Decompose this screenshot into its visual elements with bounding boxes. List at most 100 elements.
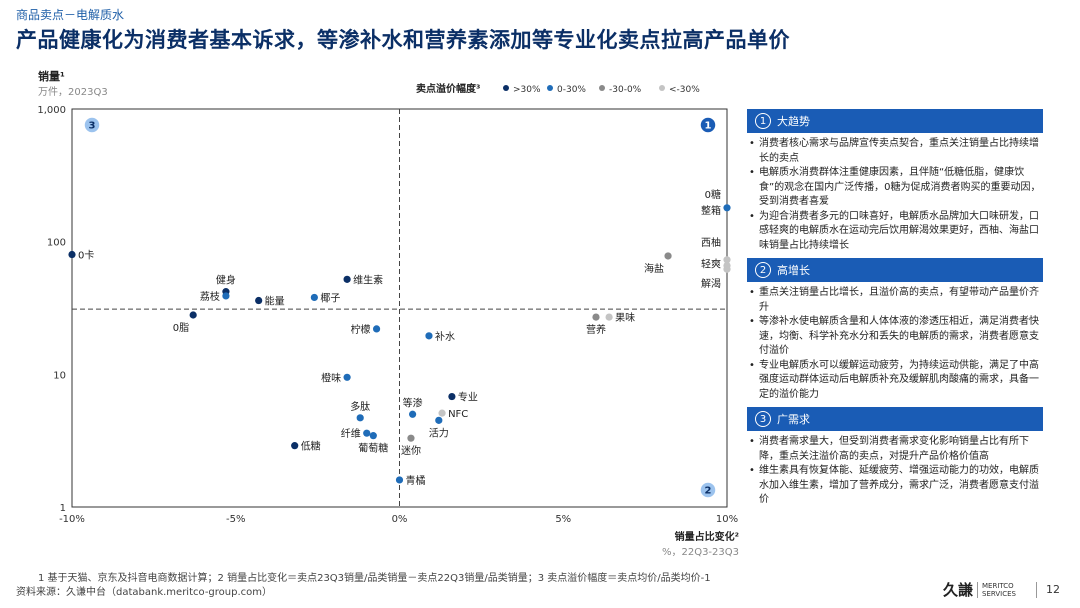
quadrant-badges: 1 2 3 — [83, 116, 717, 499]
panel-high-growth-header: 2 高增长 — [747, 258, 1043, 282]
y-axis-title: 销量¹ — [38, 69, 65, 83]
breadcrumb: 商品卖点－电解质水 — [16, 8, 125, 22]
data-point-label: 维生素 — [353, 273, 383, 286]
legend-title: 卖点溢价幅度³ — [416, 82, 480, 95]
bullet-item: 为迎合消费者多元的口味喜好，电解质水品牌加大口味研发，口感轻爽的电解质水在运动完… — [747, 210, 1043, 254]
logo-english: MERITCO SERVICES — [977, 581, 1016, 598]
legend-marker — [659, 85, 665, 91]
company-logo: 久謙 MERITCO SERVICES — [943, 579, 1016, 600]
data-point-label: 纤维 — [341, 427, 361, 440]
data-point-label: 青橘 — [406, 474, 426, 487]
data-point-label: 果味 — [615, 312, 635, 324]
data-point — [363, 429, 371, 437]
data-point-label: 西柚 — [701, 236, 721, 249]
data-point-label: 营养 — [586, 323, 606, 336]
y-tick-label: 1 — [60, 503, 66, 514]
y-axis-subtitle: 万件，2023Q3 — [38, 86, 108, 98]
data-point — [438, 409, 446, 417]
data-point — [255, 296, 263, 305]
data-point-label: 0糖 — [705, 188, 721, 201]
data-point — [343, 275, 351, 283]
legend-label: 0-30% — [557, 85, 586, 95]
data-point-label: 多肽 — [350, 400, 370, 413]
data-point — [435, 416, 443, 424]
footnote: 1 基于天猫、京东及抖音电商数据计算；2 销量占比变化＝卖点23Q3销量/品类销… — [38, 573, 711, 584]
panel-high-growth: 2 高增长 重点关注销量占比增长，且溢价高的卖点，有望带动产品量价齐升 等渗补水… — [747, 258, 1043, 402]
data-point-label: 迷你 — [401, 444, 421, 457]
data-point — [605, 313, 613, 321]
data-point — [372, 325, 381, 333]
panel-trend: 1 大趋势 消费者核心需求与品牌宣传卖点契合，重点关注销量占比持续增长的卖点 电… — [747, 109, 1043, 253]
data-point-label: 葡萄糖 — [358, 442, 388, 455]
data-point-label: 轻爽 — [701, 258, 721, 271]
data-point-label: 补水 — [435, 330, 455, 343]
data-point — [356, 414, 364, 422]
bullet-item: 维生素具有恢复体能、延缓疲劳、增强运动能力的功效，电解质水加入维生素，增加了营养… — [747, 464, 1043, 508]
data-point-label: 荔枝 — [200, 290, 220, 303]
bullet-item: 等渗补水使电解质含量和人体体液的渗透压相近，满足消费者快速，均衡、科学补充水分和… — [747, 315, 1043, 359]
data-point — [448, 392, 456, 401]
y-tick-label: 10 — [53, 370, 66, 381]
data-point — [68, 250, 76, 259]
panel-bullets: 消费者核心需求与品牌宣传卖点契合，重点关注销量占比持续增长的卖点 电解质水消费群… — [747, 133, 1043, 253]
data-point — [664, 252, 672, 260]
data-point-label: 能量 — [265, 295, 285, 308]
legend-label: -30-0% — [609, 85, 642, 95]
data-point-label: NFC — [448, 409, 468, 420]
data-point — [592, 313, 600, 321]
legend-marker — [599, 85, 605, 91]
panel-title: 大趋势 — [777, 115, 810, 128]
data-point — [343, 373, 351, 381]
data-point — [310, 293, 318, 302]
bullet-item: 消费者需求量大，但受到消费者需求变化影响销量占比有所下降，重点关注溢价高的卖点，… — [747, 435, 1043, 464]
data-point — [723, 256, 731, 264]
quadrant-badge-label: 2 — [705, 486, 712, 497]
data-point — [395, 476, 404, 484]
x-tick-label: -5% — [226, 514, 245, 525]
bullet-item: 重点关注销量占比增长，且溢价高的卖点，有望带动产品量价齐升 — [747, 286, 1043, 315]
panel-number-badge: 1 — [755, 113, 771, 129]
data-point-label: 等渗 — [403, 396, 423, 409]
quadrant-badge-label: 1 — [705, 121, 712, 132]
x-tick-label: 10% — [716, 514, 738, 525]
data-point-label: 椰子 — [320, 291, 340, 304]
x-axis-subtitle: %，22Q3-23Q3 — [662, 547, 739, 558]
quadrant-badge — [699, 481, 717, 499]
quadrant-badge — [83, 116, 101, 134]
page-title: 产品健康化为消费者基本诉求，等渗补水和营养素添加等专业化卖点拉高产品单价 — [16, 28, 790, 52]
y-ticks: 1 10 100 1,000 — [37, 105, 66, 514]
bullet-item: 消费者核心需求与品牌宣传卖点契合，重点关注销量占比持续增长的卖点 — [747, 137, 1043, 166]
data-point — [291, 442, 299, 450]
data-point-label: 低糖 — [301, 440, 321, 453]
data-point-label: 橙味 — [321, 371, 341, 384]
quadrant-badge — [699, 116, 717, 134]
scatter-chart: 销量¹ 万件，2023Q3 卖点溢价幅度³ >30% 0-30% -30-0% <-3… — [37, 69, 739, 558]
legend-marker — [503, 85, 509, 91]
data-point — [407, 434, 415, 442]
bullet-item: 电解质水消费群体注重健康因素，且伴随“低糖低脂，健康饮食”的观念在国内广泛传播，… — [747, 166, 1043, 210]
data-point-label: 海盐 — [644, 262, 664, 275]
panel-title: 广需求 — [777, 413, 810, 426]
panel-broad-demand-header: 3 广需求 — [747, 407, 1043, 431]
panel-title: 高增长 — [777, 264, 810, 277]
bullet-item: 专业电解质水可以缓解运动疲劳，为持续运动供能，满足了中高强度运动群体运动后电解质… — [747, 359, 1043, 403]
panel-broad-demand: 3 广需求 消费者需求量大，但受到消费者需求变化影响销量占比有所下降，重点关注溢… — [747, 407, 1043, 508]
data-point — [369, 432, 377, 440]
data-point-label: 健身 — [216, 274, 236, 287]
y-tick-label: 100 — [47, 238, 66, 249]
data-point-label: 整箱 — [701, 204, 721, 217]
panel-number-badge: 3 — [755, 411, 771, 427]
x-tick-label: 5% — [555, 514, 571, 525]
x-ticks: -10% -5% 0% 5% 10% — [59, 514, 738, 525]
data-point — [222, 292, 230, 300]
data-point — [723, 265, 731, 273]
data-point-label: 0卡 — [78, 249, 94, 262]
legend-label: >30% — [513, 85, 541, 95]
logo-english-line2: SERVICES — [982, 589, 1016, 598]
x-tick-label: 0% — [392, 514, 408, 525]
logo-chinese: 久謙 — [943, 581, 974, 599]
page-divider — [1036, 582, 1037, 598]
panel-trend-header: 1 大趋势 — [747, 109, 1043, 133]
panel-bullets: 消费者需求量大，但受到消费者需求变化影响销量占比有所下降，重点关注溢价高的卖点，… — [747, 431, 1043, 508]
